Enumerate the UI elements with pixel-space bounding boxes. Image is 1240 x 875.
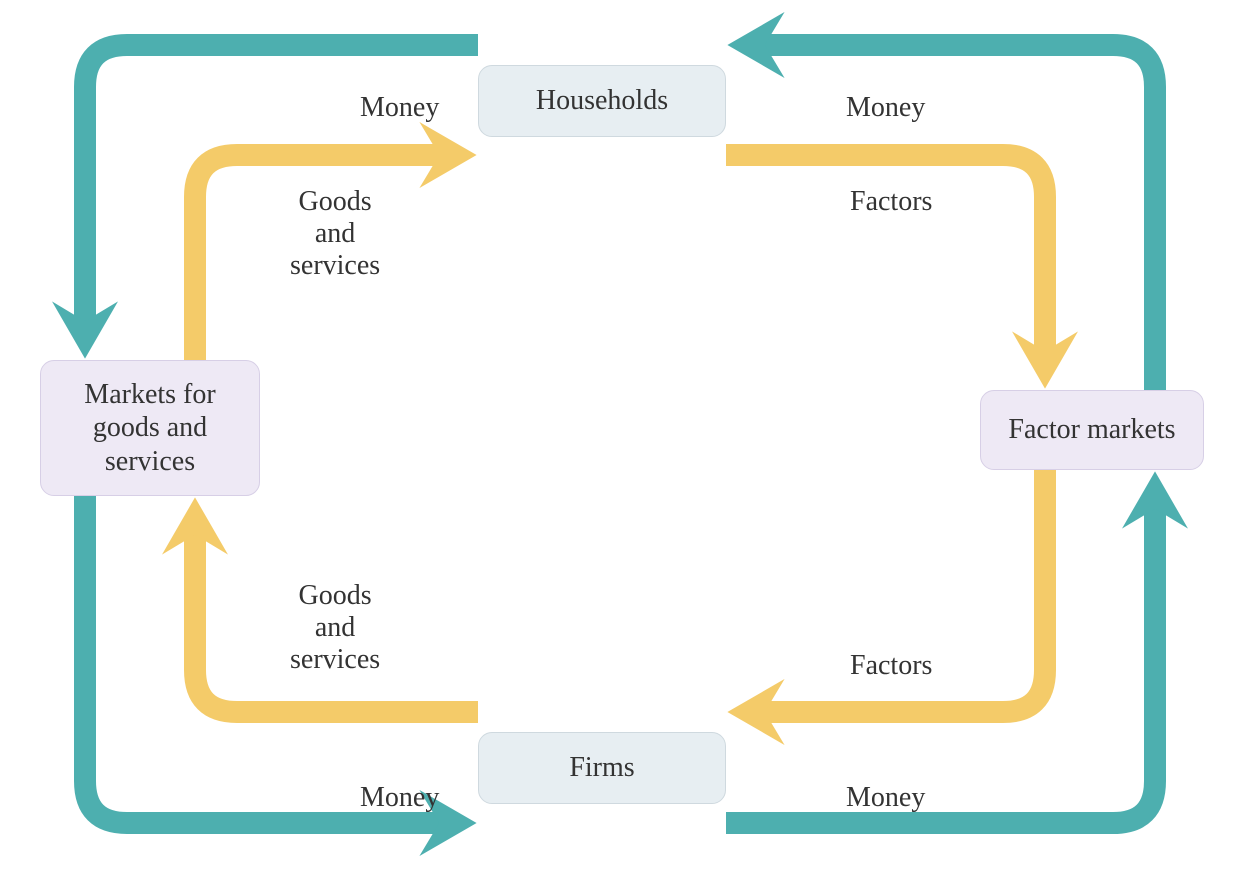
node-factor-market: Factor markets <box>980 390 1204 470</box>
flow-label-factors-top-right: Factors <box>850 186 932 218</box>
node-goods-market: Markets for goods and services <box>40 360 260 496</box>
node-label: Households <box>536 84 668 118</box>
flow-label-goods-top-left: Goods and services <box>290 186 380 283</box>
node-label: Markets for goods and services <box>84 378 215 479</box>
flow-label-factors-bottom-right: Factors <box>850 650 932 682</box>
flow-label-money-top-right: Money <box>846 92 925 124</box>
node-firms: Firms <box>478 732 726 804</box>
flow-label-money-top-left: Money <box>360 92 439 124</box>
flow-label-money-bottom-right: Money <box>846 782 925 814</box>
node-label: Firms <box>569 751 634 785</box>
flow-label-goods-bottom-left: Goods and services <box>290 580 380 677</box>
flow-label-money-bottom-left: Money <box>360 782 439 814</box>
circular-flow-diagram: Households Firms Markets for goods and s… <box>0 0 1240 875</box>
node-households: Households <box>478 65 726 137</box>
node-label: Factor markets <box>1008 413 1175 447</box>
